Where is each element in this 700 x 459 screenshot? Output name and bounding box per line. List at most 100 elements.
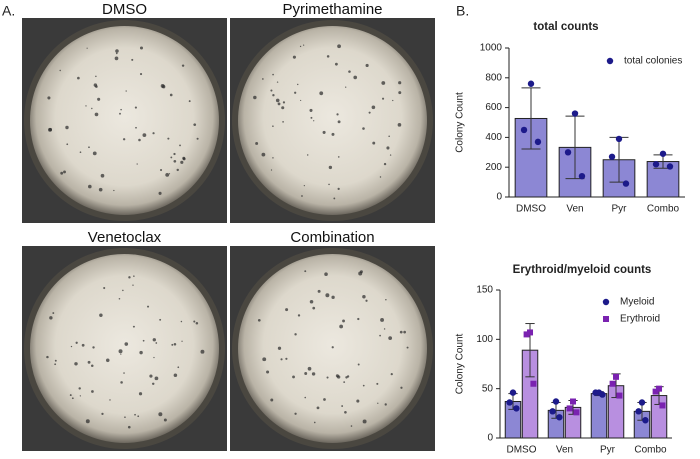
data-point <box>564 149 572 156</box>
colony <box>180 320 183 323</box>
x-tick-label: Combo <box>634 445 667 456</box>
data-point <box>570 398 577 405</box>
colony <box>113 189 115 192</box>
colony <box>153 356 155 359</box>
colony <box>115 49 119 53</box>
colony <box>138 392 143 396</box>
colony <box>362 384 365 387</box>
x-tick-label: DMSO <box>516 204 546 215</box>
colony <box>337 120 341 124</box>
colony <box>270 169 273 171</box>
colony <box>105 358 110 363</box>
colony <box>154 376 159 381</box>
colony <box>272 125 274 127</box>
legend-marker <box>602 298 610 306</box>
colony <box>385 299 387 301</box>
colony <box>328 183 330 186</box>
colony <box>139 350 143 355</box>
colony <box>333 197 336 200</box>
colony <box>85 419 90 424</box>
colony <box>307 366 312 371</box>
colony <box>403 330 406 334</box>
colony <box>326 376 329 379</box>
data-point <box>527 329 534 336</box>
data-point <box>556 414 563 421</box>
colony <box>292 375 295 379</box>
colony <box>346 375 350 378</box>
colony <box>303 184 305 187</box>
colony <box>65 125 69 130</box>
colony <box>300 99 302 102</box>
colony <box>348 70 351 73</box>
colony <box>70 345 73 348</box>
colony <box>316 406 320 410</box>
colony <box>159 168 163 172</box>
colony <box>353 75 358 80</box>
colony <box>152 132 155 135</box>
dish <box>30 26 219 215</box>
colony <box>139 46 143 50</box>
colony <box>336 113 339 116</box>
colony <box>389 154 392 156</box>
x-tick-label: Pyr <box>612 204 628 215</box>
colony <box>125 90 127 92</box>
colony <box>309 108 313 112</box>
legend-label: Myeloid <box>620 297 654 308</box>
data-point <box>659 402 666 409</box>
colony <box>180 160 184 164</box>
dish <box>238 26 427 215</box>
colony <box>142 133 147 137</box>
colony <box>195 322 199 325</box>
image-label: DMSO <box>102 1 147 18</box>
colony <box>60 171 64 175</box>
x-tick-label: Ven <box>566 204 583 215</box>
colony <box>282 101 286 104</box>
colony <box>122 289 124 292</box>
colony <box>79 151 82 154</box>
colony <box>128 276 131 279</box>
colony <box>388 336 393 341</box>
colony <box>120 108 122 111</box>
colony <box>280 358 283 361</box>
legend-marker <box>606 57 614 65</box>
y-tick-label: 1000 <box>480 43 503 54</box>
colony <box>272 94 275 97</box>
colony <box>152 338 156 342</box>
colony <box>365 299 368 302</box>
colony <box>334 62 338 66</box>
colony <box>66 143 69 146</box>
colony <box>136 163 138 165</box>
x-tick-label: Ven <box>556 445 573 456</box>
colony <box>46 355 49 359</box>
colony <box>74 362 78 366</box>
colony <box>392 99 394 102</box>
colony <box>133 275 135 277</box>
data-point <box>527 80 535 87</box>
colony <box>266 370 270 374</box>
colony <box>54 363 57 366</box>
colony <box>362 127 365 130</box>
colony <box>345 86 347 88</box>
colony <box>63 170 66 174</box>
colony <box>168 173 171 175</box>
y-tick-label: 0 <box>487 433 493 444</box>
data-point <box>513 405 520 412</box>
colony <box>406 346 409 349</box>
data-point <box>573 409 580 416</box>
colony <box>383 328 386 330</box>
colony <box>147 305 150 308</box>
chart-title: total counts <box>533 21 598 33</box>
colony <box>163 418 167 422</box>
colony <box>149 374 153 378</box>
colony <box>90 364 94 368</box>
data-point <box>571 110 579 117</box>
colony <box>170 156 173 159</box>
y-tick-label: 150 <box>476 285 493 296</box>
colony <box>137 415 140 418</box>
data-point <box>506 399 513 406</box>
colony <box>167 137 170 140</box>
y-tick-label: 800 <box>485 72 502 83</box>
colony <box>173 152 176 156</box>
colony <box>93 83 98 87</box>
colony <box>357 363 360 366</box>
